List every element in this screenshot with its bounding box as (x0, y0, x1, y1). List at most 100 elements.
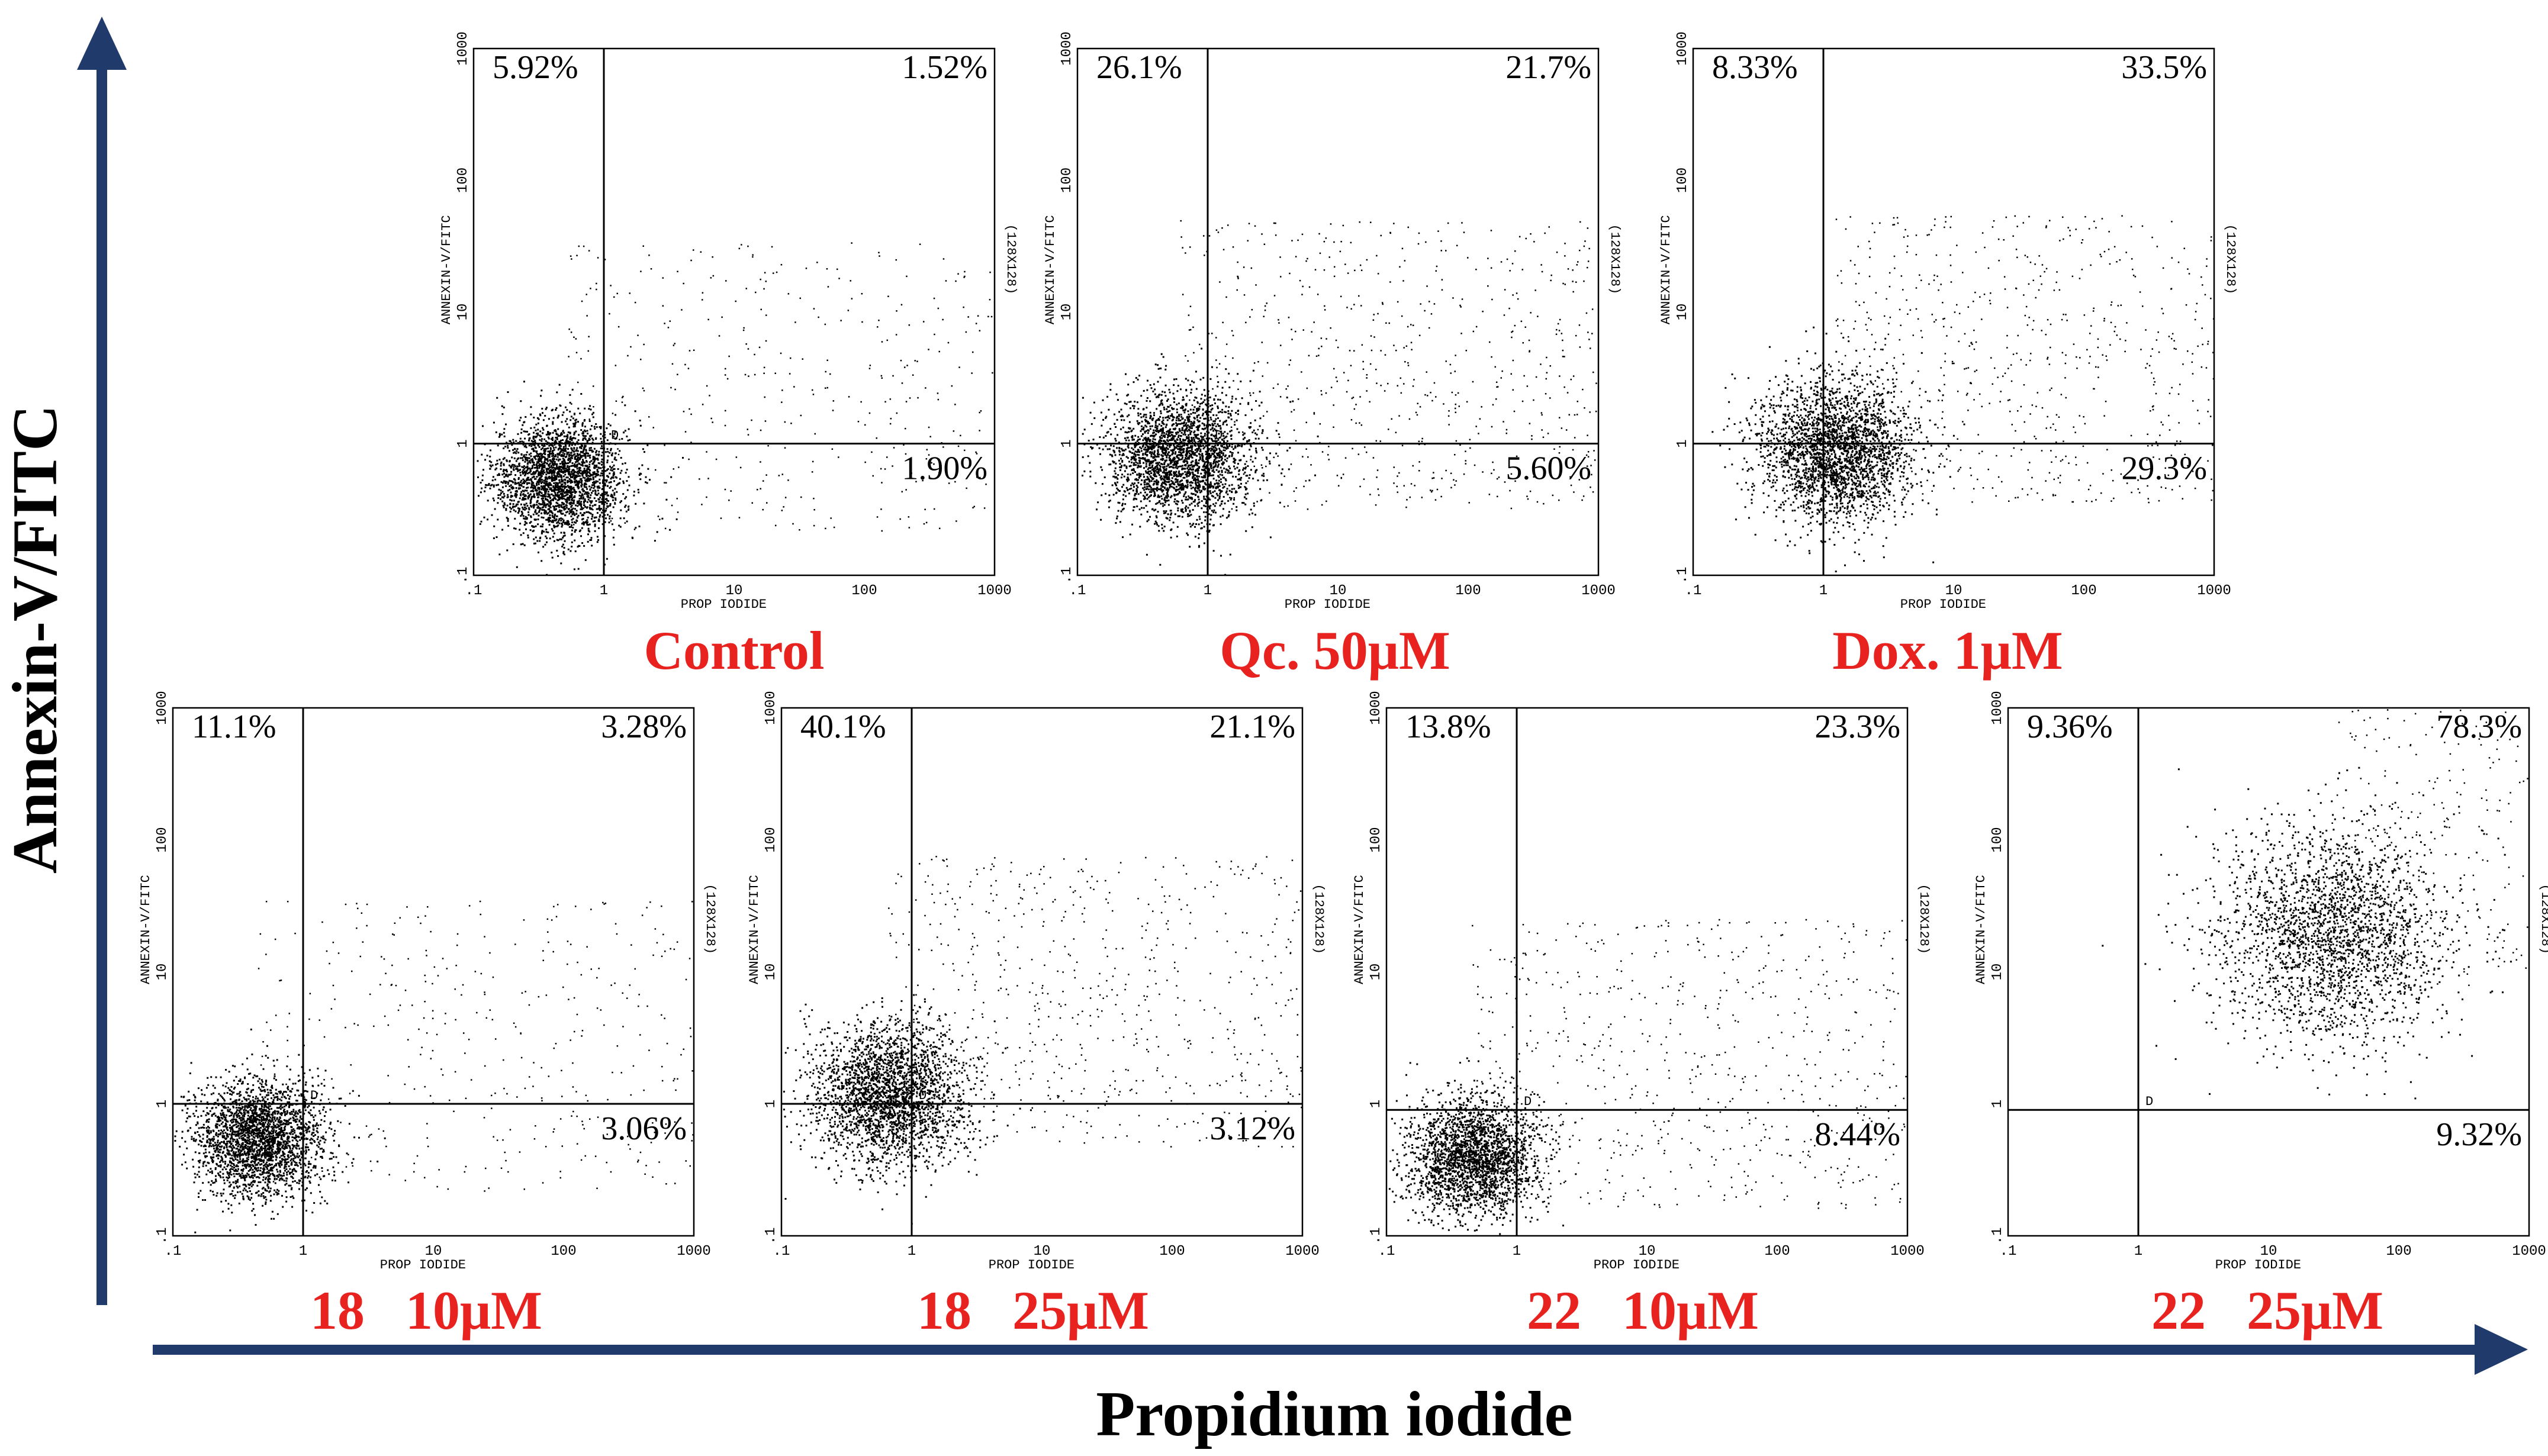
x-tick-label: .1 (773, 1244, 790, 1259)
x-tick-label: 1000 (1890, 1244, 1925, 1259)
plot-frame (780, 707, 1304, 1237)
y-tick-label: 10 (763, 964, 779, 981)
condition-label: 22 10μM (1527, 1280, 1759, 1341)
y-tick-label: 1000 (1990, 691, 2006, 725)
y-axis-title: Annexin-V/FITC (0, 405, 70, 874)
y-tick-label: 100 (455, 167, 471, 193)
y-tick-label: 100 (1368, 827, 1384, 852)
y-tick-label: 10 (1675, 304, 1691, 321)
y-axis-title-small: ANNEXIN-V/FITC (439, 215, 454, 324)
y-tick-label: 10 (1990, 964, 2006, 981)
y-tick-label: 10 (1368, 964, 1384, 981)
x-tick-label: .1 (1378, 1244, 1395, 1259)
x-tick-label: 1000 (1285, 1244, 1320, 1259)
y-axis-arrow (77, 17, 127, 1305)
quadrant-ur-percent: 21.1% (1209, 708, 1295, 745)
cell-dots (477, 242, 993, 576)
y-tick-label: .1 (1368, 1228, 1384, 1245)
x-axis-arrow-head (2475, 1324, 2528, 1375)
panel-3: D .1 1 10 100 1000 PROP IODIDE .1 1 10 100 1000 ANNE… (1659, 31, 2238, 681)
x-axis-title-small: PROP IODIDE (1594, 1258, 1680, 1273)
y-tick-label: 1000 (455, 31, 471, 66)
gate-letter: D (611, 429, 619, 443)
quadrant-ul-percent: 9.36% (2027, 708, 2113, 745)
y-tick-label: 1 (1368, 1100, 1384, 1108)
y-axis-title-small: ANNEXIN-V/FITC (139, 875, 153, 984)
quadrant-lr-percent: 3.12% (1209, 1110, 1295, 1147)
y-tick-label: 1000 (1368, 691, 1384, 725)
quadrant-ul-percent: 11.1% (192, 708, 276, 745)
x-tick-label: 1000 (2197, 583, 2231, 599)
condition-label: Qc. 50μM (1220, 620, 1450, 681)
quadrant-ur-percent: 21.7% (1505, 49, 1591, 86)
x-tick-label: 1000 (977, 583, 1012, 599)
right-axis-title: (128X128) (2223, 224, 2238, 295)
cell-dots (174, 900, 694, 1233)
x-tick-label: 100 (1764, 1244, 1790, 1259)
x-tick-label: 1000 (2512, 1244, 2546, 1259)
condition-label: 18 10μM (310, 1280, 542, 1341)
x-tick-label: 1000 (677, 1244, 711, 1259)
y-tick-label: 1 (455, 439, 471, 447)
condition-label: 18 25μM (917, 1280, 1149, 1341)
quadrant-lr-percent: 9.32% (2436, 1116, 2522, 1153)
x-tick-label: 10 (1945, 583, 1963, 599)
x-tick-label: 100 (851, 583, 877, 599)
plot-frame (472, 47, 996, 576)
x-tick-label: .1 (1069, 583, 1086, 599)
y-tick-label: 1 (1675, 439, 1691, 447)
x-tick-label: 1 (908, 1244, 916, 1259)
right-axis-title: (128X128) (1003, 224, 1018, 295)
y-tick-label: 100 (155, 827, 170, 852)
y-tick-label: .1 (155, 1228, 170, 1245)
y-tick-label: 1 (1990, 1100, 2006, 1108)
y-axis-arrow-shaft (96, 65, 107, 1305)
quadrant-lr-percent: 3.06% (601, 1110, 687, 1147)
plot-frame (172, 707, 695, 1237)
y-tick-label: 1000 (155, 691, 170, 725)
y-axis-title-small: ANNEXIN-V/FITC (1352, 875, 1367, 984)
x-tick-label: 1 (1819, 583, 1828, 599)
quadrant-lr-percent: 5.60% (1505, 450, 1591, 487)
y-tick-label: 10 (1059, 304, 1075, 321)
quadrant-lr-percent: 1.90% (902, 450, 987, 487)
panel-1: D .1 1 10 100 1000 PROP IODIDE .1 1 10 100 1000 ANNE… (439, 31, 1018, 681)
y-tick-label: .1 (763, 1228, 779, 1245)
quadrant-ur-percent: 1.52% (902, 49, 987, 86)
panel-7: D .1 1 10 100 1000 PROP IODIDE .1 1 10 100 1000 ANNE… (1974, 691, 2548, 1341)
y-tick-label: 100 (1675, 167, 1691, 193)
panel-4: D .1 1 10 100 1000 PROP IODIDE .1 1 10 100 1000 ANNE… (139, 691, 718, 1341)
y-axis-title-small: ANNEXIN-V/FITC (747, 875, 762, 984)
x-tick-label: .1 (165, 1244, 182, 1259)
y-tick-label: 1 (763, 1100, 779, 1108)
x-axis-title-small: PROP IODIDE (2215, 1258, 2301, 1273)
right-axis-title: (128X128) (1607, 224, 1622, 295)
x-tick-label: .1 (2000, 1244, 2017, 1259)
quadrant-ul-percent: 26.1% (1096, 49, 1182, 86)
quadrant-ur-percent: 23.3% (1815, 708, 1900, 745)
x-axis-title-small: PROP IODIDE (1900, 597, 1986, 612)
x-tick-label: 10 (1330, 583, 1347, 599)
y-axis-title-small: ANNEXIN-V/FITC (1043, 215, 1058, 324)
y-axis-title-small: ANNEXIN-V/FITC (1659, 215, 1674, 324)
x-tick-label: .1 (1685, 583, 1702, 599)
y-tick-label: 1 (1059, 439, 1075, 447)
dot-cloud (477, 242, 993, 576)
x-tick-label: 1 (2134, 1244, 2142, 1259)
x-tick-label: .1 (465, 583, 482, 599)
gate-letter: D (310, 1088, 318, 1103)
panel-2: D .1 1 10 100 1000 PROP IODIDE .1 1 10 100 1000 ANNE… (1043, 31, 1622, 681)
x-tick-label: 10 (1034, 1244, 1051, 1259)
y-tick-label: 1 (155, 1100, 170, 1108)
x-tick-label: 10 (726, 583, 743, 599)
x-axis-title-small: PROP IODIDE (1285, 597, 1370, 612)
y-tick-label: 100 (1059, 167, 1075, 193)
quadrant-lr-percent: 8.44% (1815, 1116, 1900, 1153)
quadrant-ul-percent: 5.92% (493, 49, 578, 86)
y-tick-label: .1 (455, 567, 471, 584)
cell-dots (1082, 220, 1597, 576)
dot-cloud (174, 900, 694, 1233)
x-tick-label: 1 (1513, 1244, 1521, 1259)
x-tick-label: 100 (2071, 583, 2096, 599)
